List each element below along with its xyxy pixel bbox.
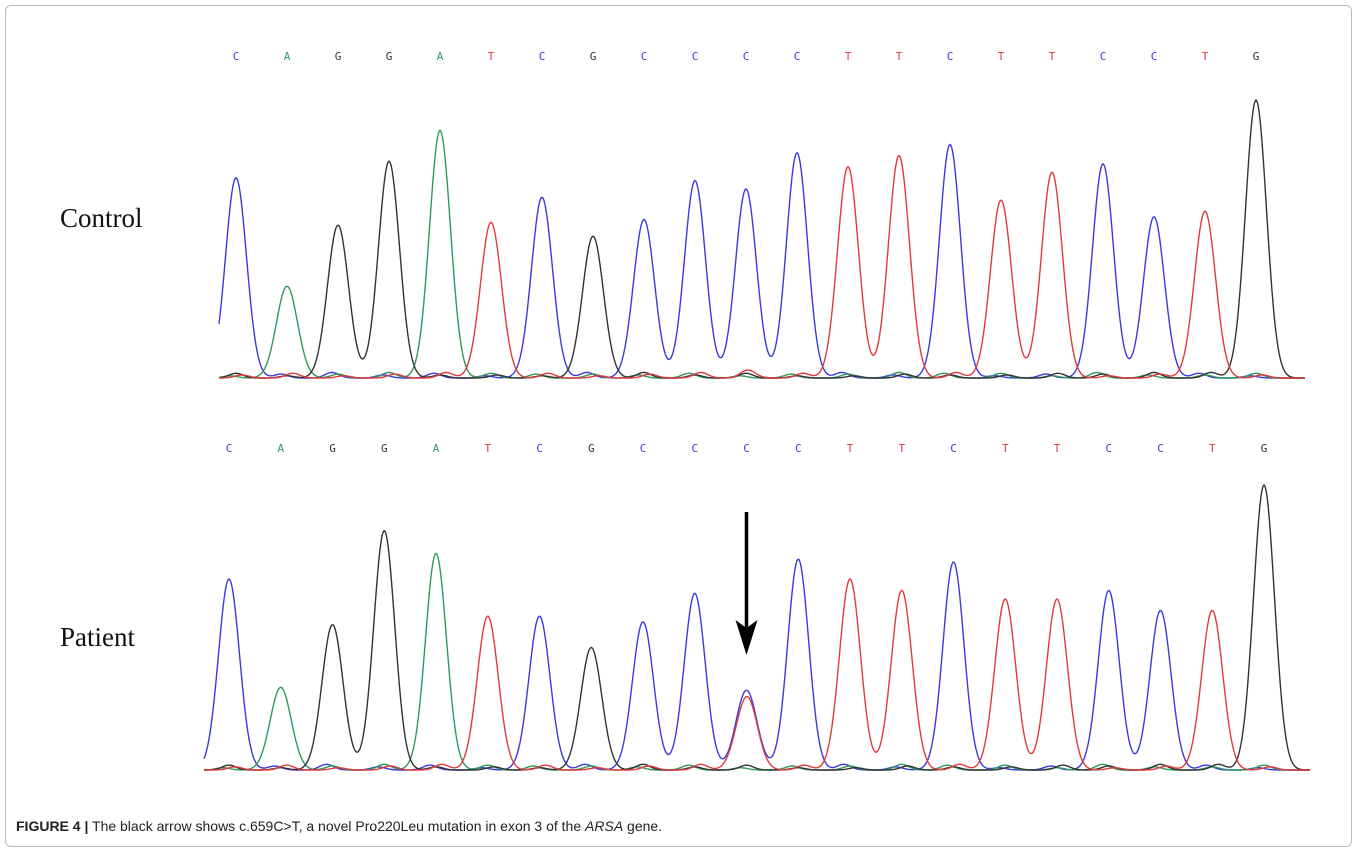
base-call-15: C (950, 442, 957, 455)
gene-name: ARSA (585, 818, 624, 834)
base-call-20: T (1202, 50, 1209, 63)
base-call-1: C (226, 442, 233, 455)
base-call-6: T (484, 442, 491, 455)
base-call-7: C (539, 50, 546, 63)
trace-a (218, 129, 1305, 379)
base-call-3: G (329, 442, 336, 455)
figure-caption: FIGURE 4 | The black arrow shows c.659C>… (16, 818, 1336, 834)
trace-a (204, 552, 1310, 771)
base-call-9: C (641, 50, 648, 63)
trace-t (219, 154, 1305, 379)
base-call-9: C (640, 442, 647, 455)
trace-g (218, 98, 1305, 379)
base-call-13: T (845, 50, 852, 63)
base-call-5: A (433, 442, 440, 455)
base-call-13: T (847, 442, 854, 455)
base-call-16: T (998, 50, 1005, 63)
base-call-11: C (743, 50, 750, 63)
base-call-5: A (437, 50, 444, 63)
base-call-4: G (386, 50, 393, 63)
trace-c (218, 143, 1305, 379)
base-call-12: C (795, 442, 802, 455)
base-call-14: T (896, 50, 903, 63)
base-call-4: G (381, 442, 388, 455)
base-call-14: T (898, 442, 905, 455)
base-call-1: C (233, 50, 240, 63)
base-call-19: C (1157, 442, 1164, 455)
base-call-17: T (1049, 50, 1056, 63)
base-call-19: C (1151, 50, 1158, 63)
base-call-8: G (588, 442, 595, 455)
base-call-18: C (1100, 50, 1107, 63)
mutation-arrow (735, 512, 758, 655)
trace-c (203, 558, 1310, 771)
base-call-10: C (692, 50, 699, 63)
base-call-2: A (277, 442, 284, 455)
base-call-10: C (691, 442, 698, 455)
base-call-15: C (947, 50, 954, 63)
base-call-8: G (590, 50, 597, 63)
trace-t (204, 578, 1310, 771)
base-call-16: T (1002, 442, 1009, 455)
patient-label: Patient (60, 622, 135, 652)
base-call-18: C (1105, 442, 1112, 455)
figure-label: FIGURE 4 | (16, 818, 89, 834)
figure-frame (5, 5, 1352, 847)
base-call-6: T (488, 50, 495, 63)
base-call-2: A (284, 50, 291, 63)
caption-text: The black arrow shows c.659C>T, a novel … (88, 818, 586, 834)
base-call-21: G (1261, 442, 1268, 455)
base-call-21: G (1253, 50, 1260, 63)
base-call-7: C (536, 442, 543, 455)
caption-text-end: gene. (623, 818, 663, 834)
base-call-17: T (1054, 442, 1061, 455)
base-call-20: T (1209, 442, 1216, 455)
base-call-12: C (794, 50, 801, 63)
base-call-11: C (743, 442, 750, 455)
base-call-3: G (335, 50, 342, 63)
control-label: Control (60, 203, 143, 233)
